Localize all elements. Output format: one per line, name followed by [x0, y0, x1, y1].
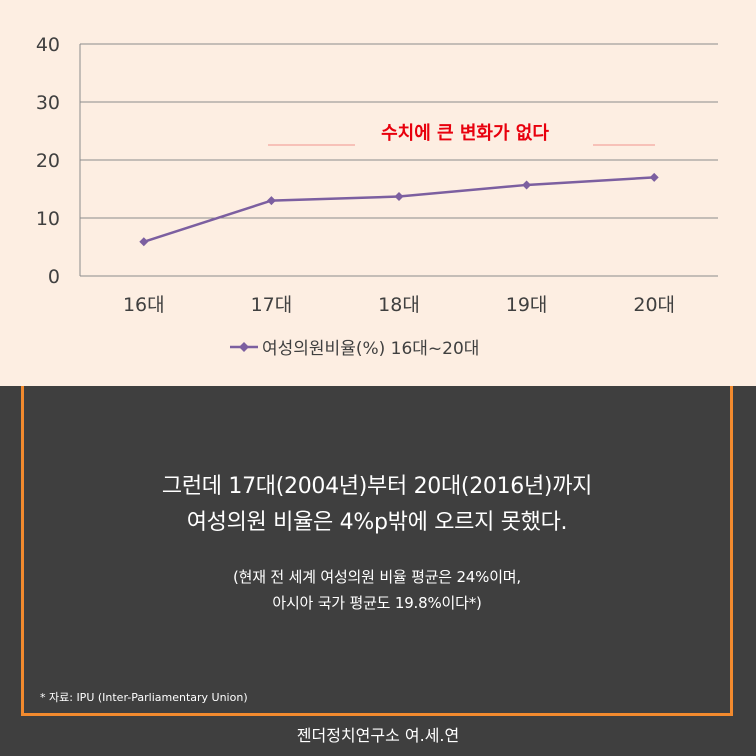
data-point — [649, 172, 659, 182]
summary-box: 그런데 17대(2004년)부터 20대(2016년)까지 여성의원 비율은 4… — [21, 386, 733, 716]
legend-label: 여성의원비율(%) 16대~20대 — [262, 339, 479, 359]
annotation-text: 수치에 큰 변화가 없다 — [381, 123, 549, 144]
x-axis-ticks: 16대 17대 18대 19대 20대 — [123, 294, 675, 316]
line-chart: 0 10 20 30 40 16대 17대 18대 19대 20대 수치에 큰 변화가 없다 여… — [36, 34, 718, 359]
y-tick-label: 10 — [36, 208, 60, 230]
x-tick-label: 20대 — [633, 294, 675, 316]
data-point — [139, 237, 149, 247]
gridlines — [79, 43, 718, 277]
series-line-path — [143, 176, 655, 243]
footer-credit: 젠더정치연구소 여.세.연 — [296, 726, 460, 745]
annotation: 수치에 큰 변화가 없다 — [268, 123, 655, 146]
legend-diamond-marker — [239, 342, 249, 352]
data-point — [394, 192, 404, 202]
chart-panel: 0 10 20 30 40 16대 17대 18대 19대 20대 수치에 큰 변화가 없다 여… — [0, 0, 756, 386]
x-tick-label: 17대 — [251, 294, 293, 316]
summary-line-1: 그런데 17대(2004년)부터 20대(2016년)까지 — [161, 474, 593, 499]
y-tick-label: 30 — [36, 92, 60, 114]
y-tick-label: 20 — [36, 150, 60, 172]
y-tick-label: 0 — [48, 266, 60, 288]
y-axis-ticks: 0 10 20 30 40 — [36, 34, 60, 288]
legend: 여성의원비율(%) 16대~20대 — [230, 339, 479, 359]
note-line-2: 아시아 국가 평균도 19.8%이다*) — [272, 594, 482, 612]
x-tick-label: 19대 — [506, 294, 548, 316]
data-point — [266, 196, 276, 206]
x-tick-label: 16대 — [123, 294, 165, 316]
source-note: * 자료: IPU (Inter-Parliamentary Union) — [40, 691, 248, 704]
y-tick-label: 40 — [36, 34, 60, 56]
summary-line-2: 여성의원 비율은 4%p밖에 오르지 못했다. — [186, 510, 568, 535]
x-tick-label: 18대 — [378, 294, 420, 316]
series-line — [139, 172, 659, 247]
data-point — [522, 180, 532, 190]
note-line-1: (현재 전 세계 여성의원 비율 평균은 24%이며, — [233, 568, 521, 586]
